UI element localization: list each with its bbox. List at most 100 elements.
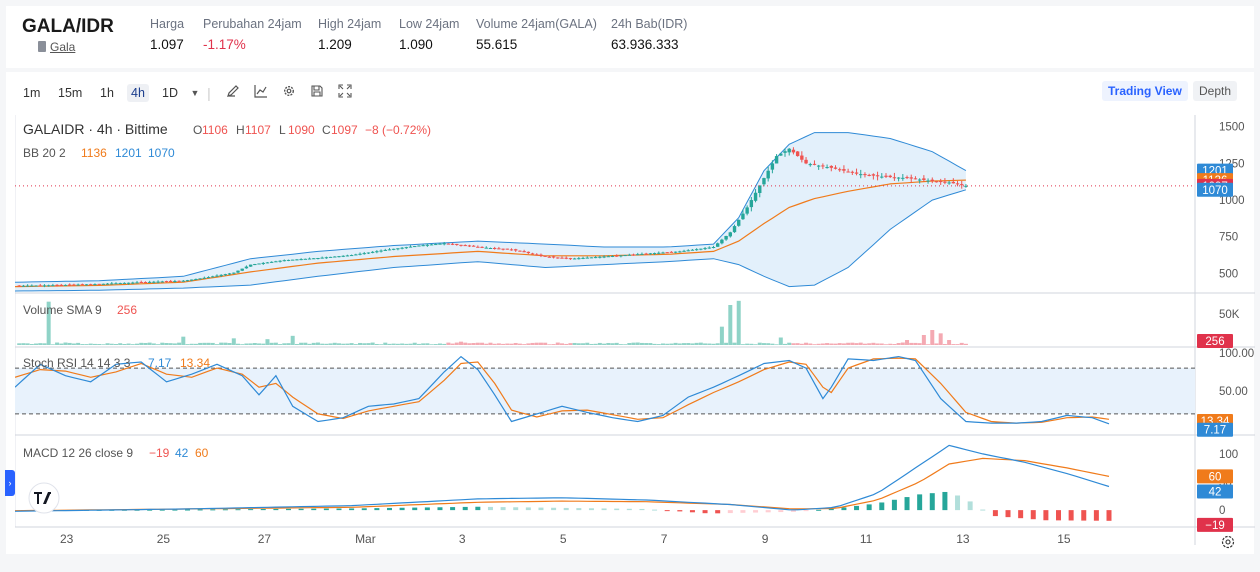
chevron-right-icon[interactable]: ›	[5, 470, 15, 496]
macd-legend-hist: −19	[149, 446, 170, 460]
candle-body	[211, 276, 215, 278]
candle-body	[593, 257, 598, 259]
main-symbol-legend: GALAIDR · 4h · Bittime	[23, 121, 168, 137]
volume-bar	[820, 343, 825, 345]
indicator-icon[interactable]	[252, 84, 270, 102]
volume-bar	[25, 343, 30, 345]
candle-body	[951, 181, 956, 184]
candle-body	[501, 248, 505, 250]
volume-bar	[437, 343, 442, 345]
volume-bar	[635, 342, 640, 345]
candle-body	[686, 250, 690, 252]
macd-histogram-bar	[828, 508, 834, 511]
volume-badge-bg	[1197, 334, 1233, 348]
volume-bar	[202, 342, 207, 345]
fullscreen-icon[interactable]	[336, 84, 354, 102]
volume-bar	[736, 300, 741, 345]
candle-body	[492, 247, 497, 249]
candle-body	[871, 174, 876, 176]
candle-body	[943, 181, 947, 183]
volume-bar	[332, 342, 337, 345]
gear-icon[interactable]	[280, 84, 298, 102]
macd-histogram-bar	[437, 507, 443, 511]
stoch-k-badge: 7.17	[1204, 425, 1226, 437]
volume-bar	[59, 343, 64, 345]
pencil-icon[interactable]	[224, 84, 242, 102]
volume-bar	[168, 343, 173, 345]
volume-bar	[185, 344, 190, 345]
volume-bar	[353, 344, 358, 345]
volume-bar	[467, 343, 472, 345]
volume-bar	[555, 342, 560, 345]
depth-tab[interactable]: Depth	[1193, 81, 1238, 101]
interval-1d[interactable]: 1D	[162, 86, 178, 100]
candle-body	[185, 280, 190, 282]
macd-legend-signal: 60	[195, 446, 209, 460]
volume-bar	[63, 342, 68, 345]
macd-histogram-bar	[727, 510, 733, 514]
macd-histogram-bar	[702, 510, 708, 514]
candle-body	[63, 284, 68, 286]
candle-body	[539, 254, 543, 256]
candle-body	[741, 213, 745, 220]
candle-body	[337, 256, 341, 258]
interval-15m[interactable]: 15m	[58, 86, 83, 100]
volume-bar	[947, 340, 952, 345]
candle-body	[934, 181, 939, 183]
macd-histogram-bar	[854, 505, 860, 511]
interval-4h[interactable]: 4h	[127, 84, 149, 102]
interval-1h[interactable]: 1h	[100, 86, 114, 100]
trading-view-tab[interactable]: Trading View	[1102, 81, 1188, 101]
candle-body	[728, 232, 733, 237]
candle-body	[720, 239, 724, 244]
volume-bar	[269, 342, 274, 345]
candle-body	[694, 249, 699, 251]
candle-body	[598, 256, 602, 258]
candle-body	[577, 258, 581, 260]
candle-body	[147, 281, 152, 283]
candlestick-chart[interactable]: 1500125010007505001201113610971070GALAID…	[15, 115, 1255, 555]
candle-body	[846, 171, 850, 173]
volume-bar	[753, 344, 758, 345]
volume-legend-name: Volume SMA 9	[23, 303, 102, 317]
candle-body	[922, 178, 926, 181]
candle-body	[181, 280, 186, 282]
candle-body	[236, 270, 240, 273]
volume-bar	[38, 343, 43, 345]
pair-title: GALA/IDR	[22, 16, 114, 37]
macd-axis-label: 100	[1219, 449, 1238, 461]
macd-histogram-bar	[715, 510, 721, 514]
volume-bar	[799, 343, 804, 345]
volume-bar	[328, 343, 333, 345]
candle-body	[564, 257, 568, 259]
volume-bar	[349, 343, 354, 345]
candle-body	[758, 185, 762, 193]
gear-ring	[1221, 535, 1235, 549]
save-icon[interactable]	[308, 84, 326, 102]
macd-histogram-bar	[980, 509, 986, 511]
stat-label: 24h Bab(IDR)	[611, 17, 688, 31]
volume-bar	[105, 343, 110, 345]
macd-histogram-bar	[601, 508, 607, 511]
candle-body	[274, 261, 278, 263]
stoch-legend-name: Stoch RSI 14 14 3 3	[23, 356, 131, 370]
candle-body	[833, 167, 838, 169]
volume-bar	[568, 343, 573, 345]
candle-body	[888, 175, 892, 178]
coin-link[interactable]: Gala	[38, 40, 75, 54]
volume-bar	[278, 344, 283, 345]
candle-body	[46, 285, 51, 287]
candle-body	[665, 252, 669, 254]
candle-body	[173, 281, 177, 283]
candle-body	[863, 174, 867, 176]
candle-body	[892, 177, 897, 179]
candle-body	[21, 285, 26, 287]
candle-body	[131, 282, 135, 284]
candle-body	[585, 257, 589, 259]
macd-histogram-bar	[475, 506, 481, 511]
chevron-down-icon[interactable]: ▼	[190, 88, 200, 98]
macd-histogram-bar	[298, 508, 304, 511]
interval-1m[interactable]: 1m	[23, 86, 41, 100]
volume-bar	[130, 344, 135, 345]
volume-bar	[761, 343, 766, 345]
